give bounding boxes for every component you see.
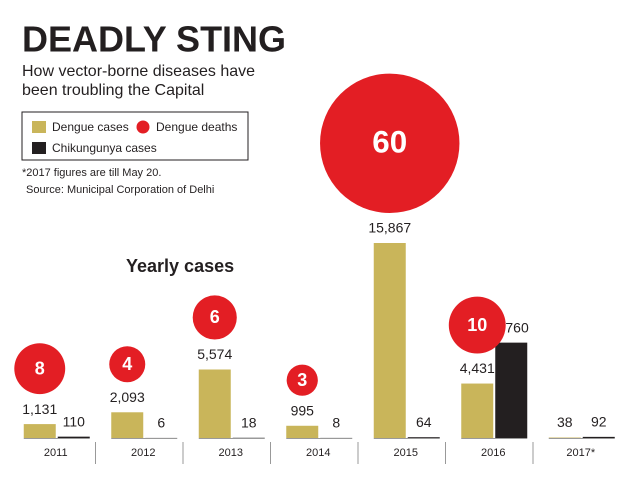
bubble-label: 60 [372, 125, 407, 160]
bar [407, 437, 440, 438]
legend-label: Dengue cases [52, 120, 129, 134]
bubble [286, 364, 318, 396]
x-tick-label: 2017* [566, 447, 595, 459]
value-label: 8 [332, 415, 340, 431]
legend-swatch [32, 121, 46, 133]
value-label: 2,093 [110, 389, 145, 405]
subtitle: How vector-borne diseases have been trou… [22, 63, 256, 99]
bubble [320, 73, 460, 213]
bubble-label: 10 [467, 315, 487, 335]
legend: Dengue cases Dengue deaths Chikungunya cas… [32, 120, 237, 155]
value-label: 38 [557, 414, 573, 430]
x-tick-label: 2015 [394, 447, 418, 459]
bar [57, 436, 90, 438]
legend-label: Dengue deaths [156, 120, 237, 134]
bubble [448, 296, 506, 354]
bubble-label: 4 [122, 354, 132, 374]
value-label: 6 [157, 415, 165, 431]
x-tick-label: 2013 [219, 447, 243, 459]
heading: Yearly cases [126, 256, 234, 276]
x-tick-label: 2014 [306, 447, 330, 459]
bar [286, 425, 319, 438]
value-label: 18 [241, 414, 257, 430]
legend-label: Chikungunya cases [52, 141, 157, 155]
bar [495, 342, 528, 438]
value-label: 15,867 [368, 220, 411, 236]
value-label: 110 [63, 413, 86, 429]
bubble-label: 8 [35, 358, 45, 378]
value-label: 5,574 [197, 346, 232, 362]
bar [23, 424, 56, 438]
note: *2017 figures are till May 20. [22, 167, 161, 179]
bar [111, 412, 144, 438]
bubble [14, 343, 66, 395]
source: Source: Municipal Corporation of Delhi [26, 184, 214, 196]
value-label: 995 [291, 402, 315, 418]
value-label: 1,131 [22, 401, 57, 417]
bar [582, 436, 615, 438]
value-label: 64 [416, 414, 432, 430]
subtitle-box: How vector-borne diseases have been trou… [22, 63, 256, 99]
bubble [192, 295, 237, 340]
legend-swatch [32, 142, 46, 154]
bar [461, 383, 494, 438]
value-label: 92 [591, 414, 607, 430]
x-tick-label: 2012 [131, 447, 155, 459]
bubble-label: 3 [297, 370, 307, 390]
bar [373, 243, 406, 438]
legend-swatch [136, 120, 150, 134]
bubble-label: 6 [210, 307, 220, 327]
value-label: 4,431 [460, 360, 495, 376]
bubble [109, 346, 146, 383]
chart-title: DEADLY STING [22, 19, 286, 60]
x-tick-label: 2011 [44, 447, 68, 459]
bar [198, 369, 231, 438]
x-tick-label: 2016 [481, 447, 505, 459]
legend-box [21, 111, 249, 161]
